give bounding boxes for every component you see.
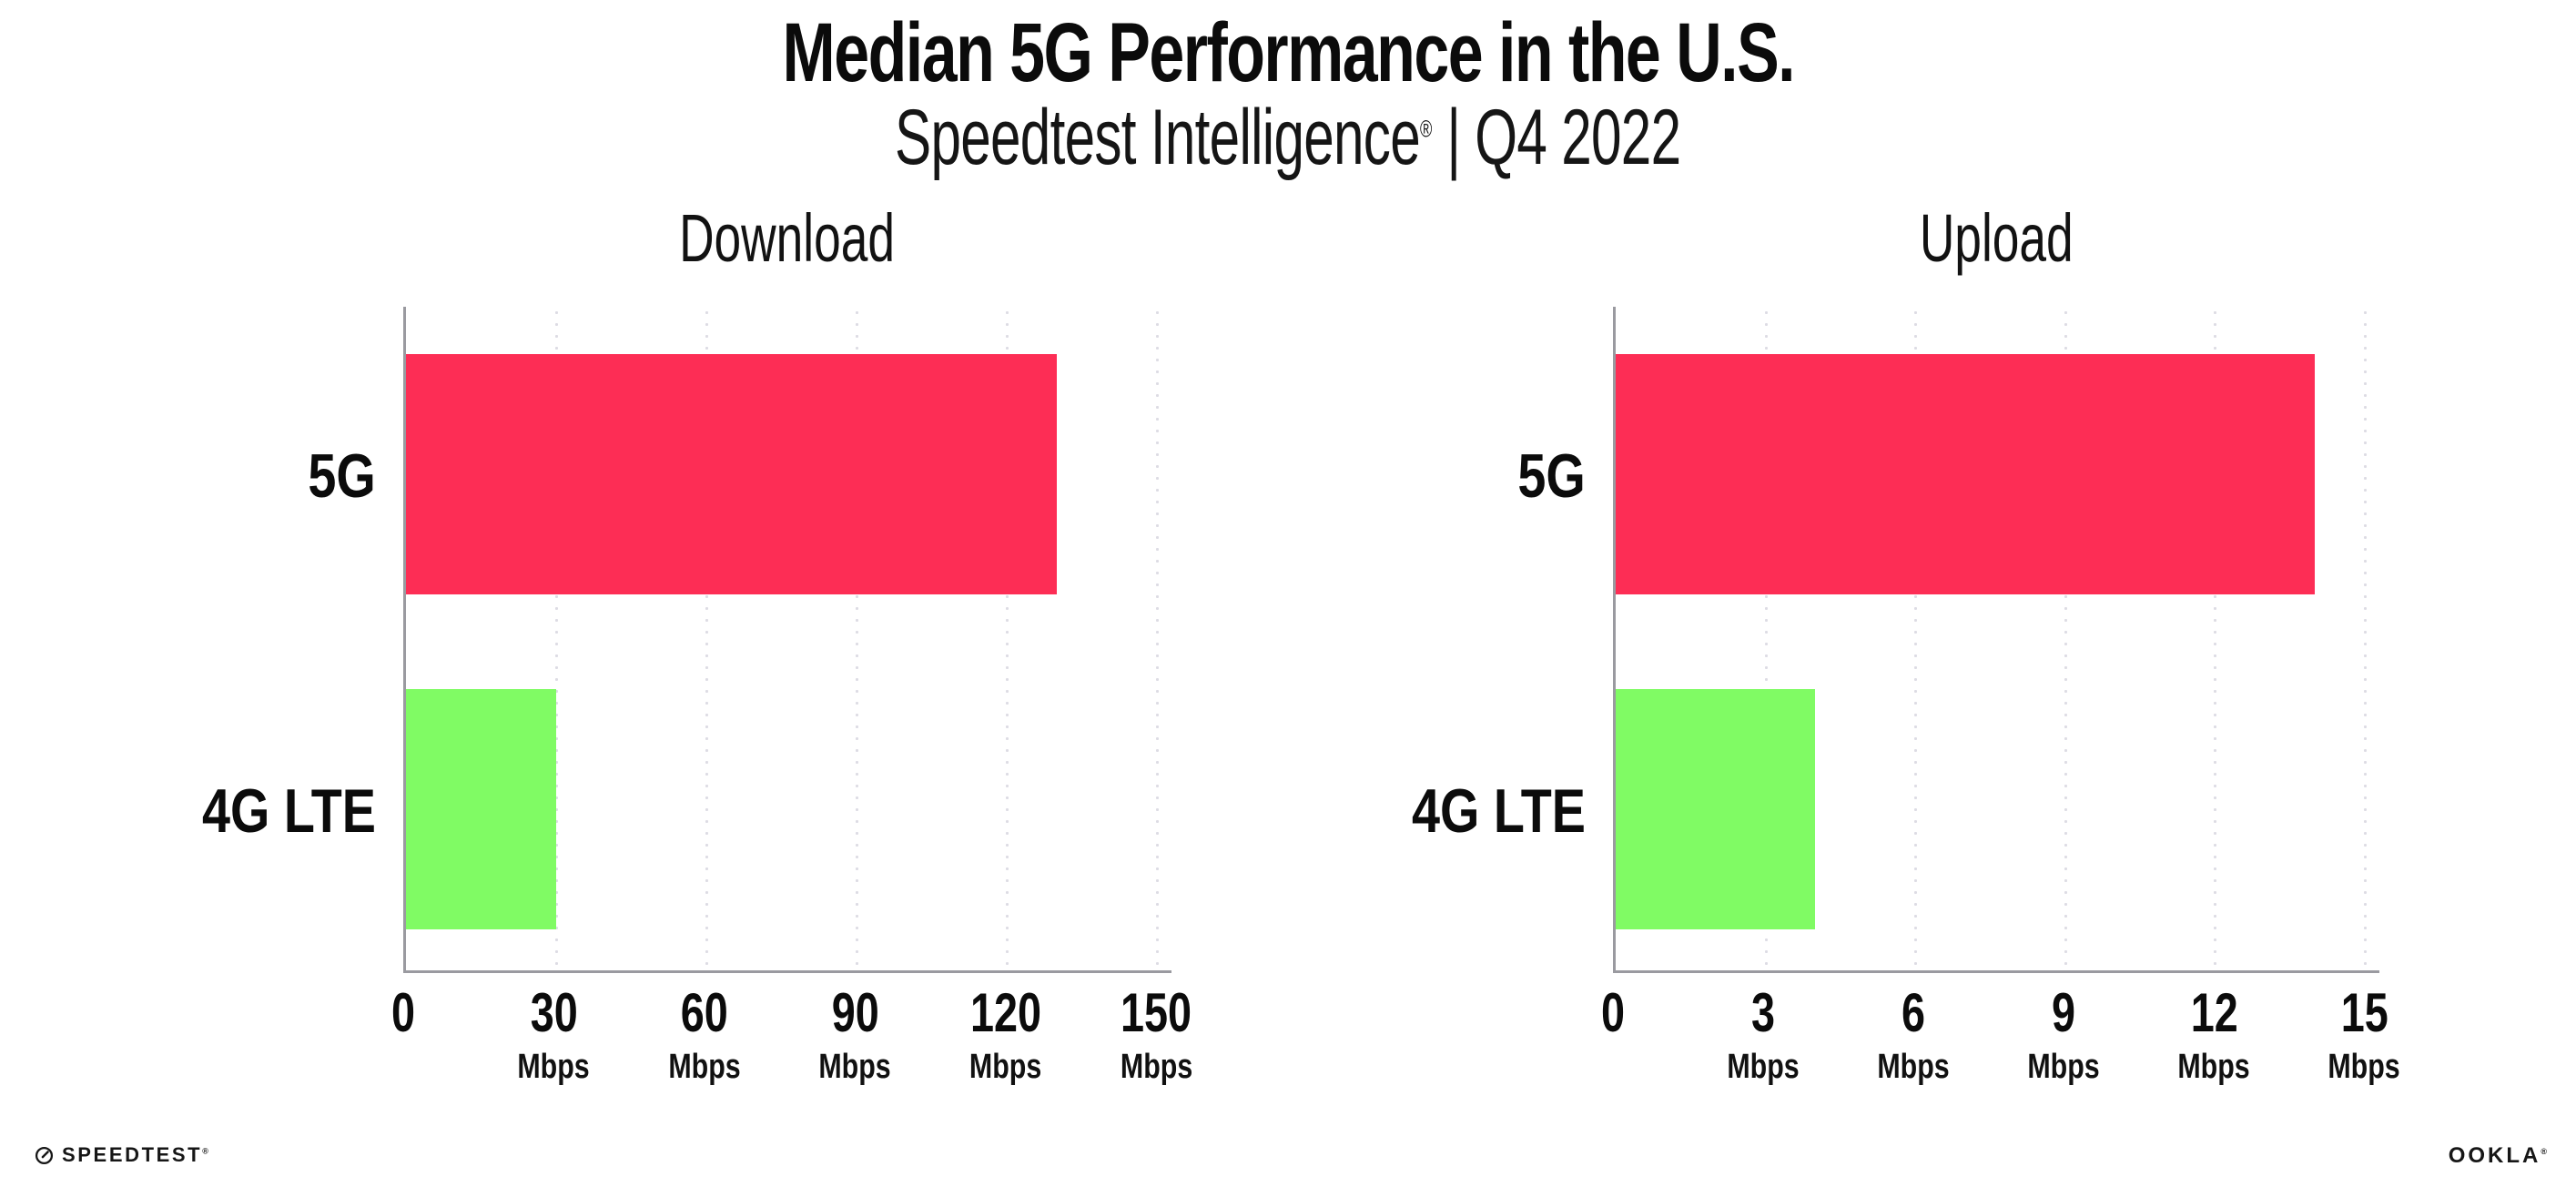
x-tick-value: 150 <box>1121 982 1192 1043</box>
x-tick-unit: Mbps <box>517 1048 591 1086</box>
bar-5g <box>1616 354 2315 594</box>
x-tick-3: 3 Mbps <box>1718 982 1808 1086</box>
x-tick-value: 15 <box>2340 982 2388 1043</box>
gridline-6 <box>1914 307 1918 970</box>
page-subtitle-text: Speedtest Intelligence® | Q4 2022 <box>895 94 1682 181</box>
speedtest-registered-mark: ® <box>202 1146 208 1156</box>
upload-plot-area <box>1613 307 2379 973</box>
bar-4g-lte <box>1616 689 1816 929</box>
x-tick-value: 0 <box>1600 982 1626 1043</box>
speedometer-gauge-icon <box>35 1146 54 1164</box>
x-tick-unit: Mbps <box>818 1048 892 1086</box>
x-tick-value: 9 <box>2052 982 2076 1043</box>
x-tick-value: 90 <box>831 982 879 1043</box>
page-title-text: Median 5G Performance in the U.S. <box>782 6 1795 99</box>
subtitle-brand: Speedtest Intelligence <box>895 94 1421 181</box>
x-tick-12: 12 Mbps <box>2169 982 2259 1086</box>
x-tick-value: 60 <box>680 982 729 1043</box>
upload-chart-title: Upload <box>1919 200 2074 276</box>
x-tick-value: 120 <box>969 982 1041 1043</box>
gridline-120 <box>1005 307 1009 970</box>
bar-5g <box>406 354 1057 594</box>
gridline-60 <box>705 307 708 970</box>
x-tick-30: 30 Mbps <box>509 982 599 1086</box>
subtitle-period: | Q4 2022 <box>1432 94 1682 181</box>
gridline-30 <box>554 307 558 970</box>
x-tick-value: 6 <box>1902 982 1926 1043</box>
x-tick-120: 120 Mbps <box>960 982 1051 1086</box>
gridline-15 <box>2363 307 2367 970</box>
download-chart: Download 0 30 Mbps 60 Mbps 90 Mbps 120 Mbps 150 Mb… <box>202 200 1192 1084</box>
gridline-9 <box>2064 307 2067 970</box>
category-label-4g-lte: 4G LTE <box>1411 776 1586 846</box>
x-tick-9: 9 Mbps <box>2019 982 2109 1086</box>
gridline-90 <box>855 307 858 970</box>
category-label-5g: 5G <box>308 441 376 511</box>
x-tick-unit: Mbps <box>668 1048 741 1086</box>
registered-mark: ® <box>1420 117 1433 143</box>
x-tick-0: 0 <box>388 986 418 1040</box>
bar-4g-lte <box>406 689 556 929</box>
category-label-5g: 5G <box>1517 441 1586 511</box>
x-tick-0: 0 <box>1597 986 1628 1040</box>
x-tick-150: 150 Mbps <box>1111 982 1202 1086</box>
x-tick-value: 12 <box>2190 982 2238 1043</box>
speedtest-logo: SPEEDTEST® <box>35 1145 208 1165</box>
download-plot-area <box>403 307 1171 973</box>
x-tick-value: 0 <box>390 982 416 1043</box>
x-tick-90: 90 Mbps <box>810 982 900 1086</box>
x-tick-15: 15 Mbps <box>2319 982 2409 1086</box>
gridline-150 <box>1155 307 1159 970</box>
page-subtitle: Speedtest Intelligence® | Q4 2022 <box>0 96 2576 178</box>
x-tick-60: 60 Mbps <box>659 982 749 1086</box>
ookla-logo: OOKLA® <box>2448 1143 2547 1168</box>
download-chart-title: Download <box>679 200 896 276</box>
x-tick-value: 3 <box>1751 982 1776 1043</box>
ookla-registered-mark: ® <box>2541 1147 2547 1156</box>
speedtest-wordmark: SPEEDTEST® <box>62 1143 208 1166</box>
page-title: Median 5G Performance in the U.S. <box>0 9 2576 97</box>
x-tick-unit: Mbps <box>2328 1048 2401 1086</box>
x-tick-value: 30 <box>530 982 578 1043</box>
x-tick-unit: Mbps <box>1120 1048 1193 1086</box>
x-tick-unit: Mbps <box>1727 1048 1800 1086</box>
x-tick-6: 6 Mbps <box>1869 982 1959 1086</box>
category-label-4g-lte: 4G LTE <box>201 776 376 846</box>
x-tick-unit: Mbps <box>2027 1048 2100 1086</box>
gridline-3 <box>1764 307 1768 970</box>
gridline-12 <box>2214 307 2217 970</box>
x-tick-unit: Mbps <box>1877 1048 1950 1086</box>
x-tick-unit: Mbps <box>2177 1048 2251 1086</box>
upload-chart: Upload 0 3 Mbps 6 Mbps 9 Mbps 12 Mbps 15 Mbps 5G 4G … <box>1412 200 2400 1084</box>
x-tick-unit: Mbps <box>969 1048 1042 1086</box>
